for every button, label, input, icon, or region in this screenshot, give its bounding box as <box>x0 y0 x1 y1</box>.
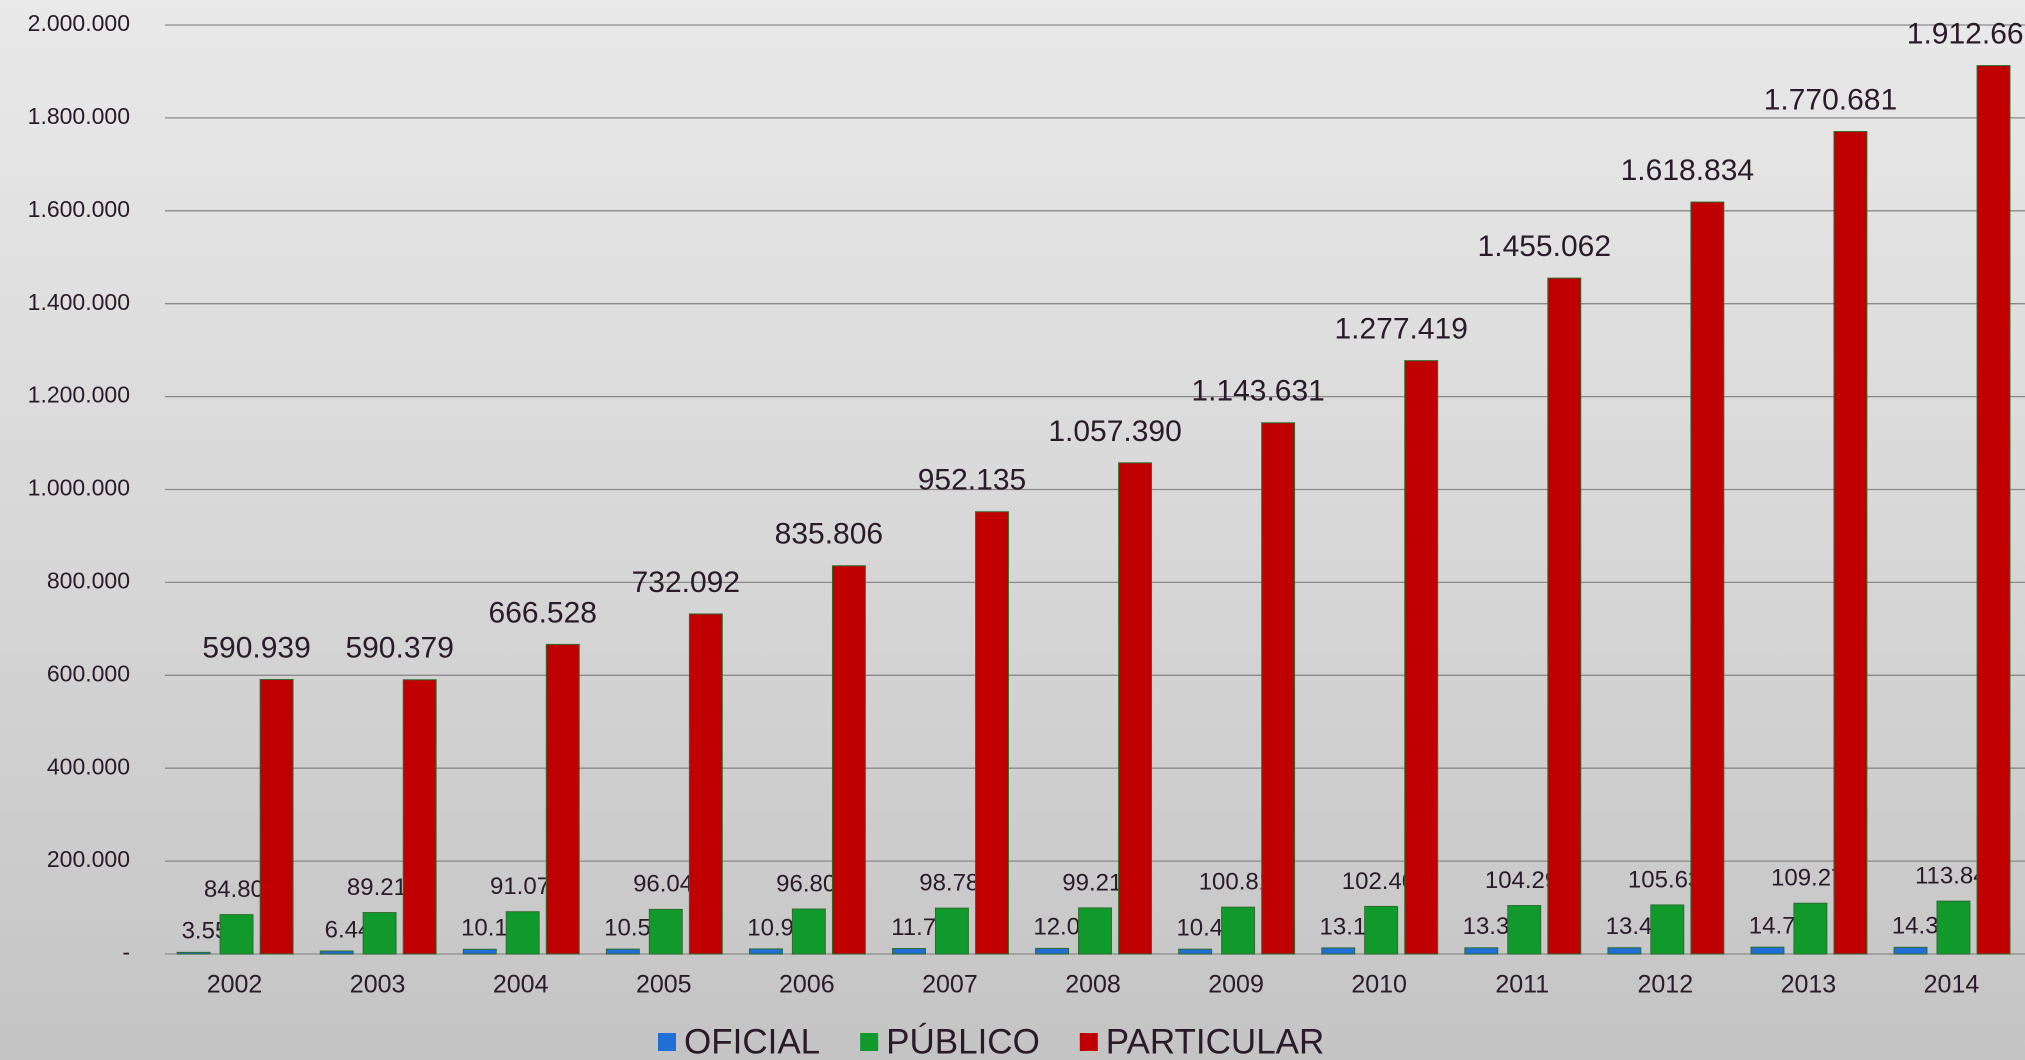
value-label: 1.618.834 <box>1621 154 1754 187</box>
bar <box>749 949 782 954</box>
x-tick-label: 2007 <box>922 971 978 999</box>
bar <box>320 951 353 954</box>
y-tick-label: 400.000 <box>47 753 130 779</box>
bar <box>1937 901 1970 954</box>
y-tick-label: 1.800.000 <box>28 103 130 129</box>
bar <box>1222 907 1255 954</box>
value-label: 666.528 <box>489 596 597 629</box>
x-tick-label: 2006 <box>779 971 835 999</box>
bar <box>976 512 1009 954</box>
value-label: 835.806 <box>775 518 883 551</box>
bar <box>1691 202 1724 954</box>
bar <box>1548 278 1581 954</box>
bar <box>1322 948 1355 954</box>
bar <box>606 949 639 954</box>
bar <box>893 949 926 954</box>
legend-label: PARTICULAR <box>1106 1022 1324 1060</box>
legend-label: OFICIAL <box>684 1022 820 1060</box>
bar <box>1465 948 1498 954</box>
x-tick-label: 2008 <box>1065 971 1121 999</box>
bar <box>832 566 865 954</box>
x-tick-label: 2013 <box>1781 971 1837 999</box>
bar <box>1894 947 1927 954</box>
bar <box>1079 908 1112 954</box>
bar <box>177 952 210 954</box>
bar <box>506 912 539 954</box>
y-tick-label: 200.000 <box>47 846 130 872</box>
y-tick-label: 1.600.000 <box>28 196 130 222</box>
x-tick-label: 2011 <box>1495 971 1549 999</box>
bar <box>1751 947 1784 954</box>
bar <box>1036 948 1069 954</box>
bar <box>363 913 396 954</box>
bar <box>1365 906 1398 954</box>
x-tick-label: 2005 <box>636 971 692 999</box>
value-label: 1.057.390 <box>1048 415 1181 448</box>
bar <box>403 680 436 954</box>
y-tick-label: 1.000.000 <box>28 475 130 501</box>
y-tick-label: 600.000 <box>47 660 130 686</box>
bar <box>1262 423 1295 954</box>
bar <box>1179 949 1212 954</box>
value-label: 952.135 <box>918 464 1026 497</box>
value-label: 590.379 <box>345 632 453 665</box>
bar <box>1508 906 1541 954</box>
legend-swatch <box>658 1033 676 1051</box>
value-label: 1.455.062 <box>1478 230 1611 263</box>
chart: - 200.000 400.000 600.000 800.000 1.000.000 1.… <box>0 0 2025 1060</box>
x-tick-label: 2010 <box>1351 971 1407 999</box>
x-tick-label: 2009 <box>1208 971 1264 999</box>
value-label: 1.770.681 <box>1764 83 1897 116</box>
x-tick-label: 2003 <box>350 971 406 999</box>
y-tick-label: - <box>122 939 130 965</box>
legend-label: PÚBLICO <box>886 1022 1040 1060</box>
bar <box>649 909 682 954</box>
y-tick-label: 1.200.000 <box>28 382 130 408</box>
value-label: 590.939 <box>202 631 310 664</box>
bar <box>935 908 968 954</box>
bar <box>463 949 496 954</box>
bar <box>1794 903 1827 954</box>
y-tick-label: 1.400.000 <box>28 289 130 315</box>
y-tick-label: 2.000.000 <box>28 10 130 36</box>
value-label: 1.912.662 <box>1907 17 2025 50</box>
bar <box>220 915 253 954</box>
value-label: 732.092 <box>632 566 740 599</box>
bar <box>546 644 579 954</box>
y-tick-label: 800.000 <box>47 567 130 593</box>
bar <box>1651 905 1684 954</box>
value-label: 1.143.631 <box>1191 375 1324 408</box>
bar <box>1608 948 1641 954</box>
bar <box>1119 463 1152 954</box>
bar <box>1834 132 1867 954</box>
x-tick-label: 2004 <box>493 971 549 999</box>
bar <box>1405 361 1438 954</box>
x-tick-label: 2002 <box>207 971 263 999</box>
bar <box>689 614 722 954</box>
legend-swatch <box>860 1033 878 1051</box>
x-tick-label: 2012 <box>1637 971 1693 999</box>
legend-swatch <box>1080 1033 1098 1051</box>
value-label: 1.277.419 <box>1334 313 1467 346</box>
x-tick-label: 2014 <box>1924 971 1980 999</box>
bar <box>1977 66 2010 954</box>
bar <box>260 680 293 954</box>
bar <box>792 909 825 954</box>
